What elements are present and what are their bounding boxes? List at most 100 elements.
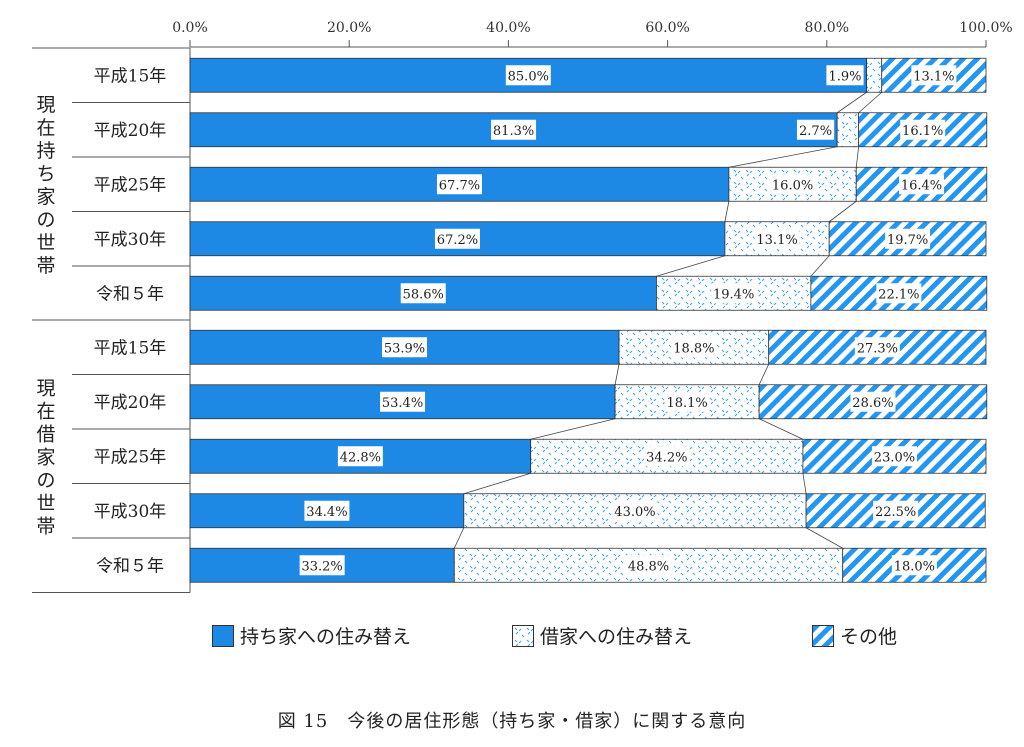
category-label: 平成20年 (94, 393, 167, 413)
data-label: 85.0% (508, 69, 549, 84)
group-label-char: 現 (36, 377, 55, 399)
x-tick-label: 80.0% (805, 20, 849, 36)
data-label-bg (873, 500, 919, 521)
x-axis: 0.0% 20.0% 40.0% 60.0% 80.0% 100.0% (172, 20, 1013, 48)
connector-line (453, 527, 465, 549)
group-label-char: 帯 (36, 255, 55, 277)
group-label-char: 家 (36, 446, 55, 468)
data-label-bg (671, 337, 717, 358)
data-label-bg (380, 391, 426, 412)
group-label: 現在借家の世帯 (36, 377, 55, 537)
category-label: 令和５年 (96, 284, 164, 304)
data-label: 58.6% (403, 287, 444, 302)
bar-segment-rented (866, 57, 883, 93)
data-label: 27.3% (857, 341, 898, 356)
group-label-char: の (36, 469, 55, 491)
category-label: 平成15年 (94, 338, 167, 358)
category-label: 平成15年 (94, 66, 167, 86)
data-label: 48.8% (628, 559, 669, 574)
data-label-bg (885, 228, 931, 249)
data-label-bg (337, 446, 383, 467)
x-tick-label: 60.0% (645, 20, 689, 36)
data-label-bg (436, 174, 482, 195)
data-label-bg (891, 555, 937, 576)
data-label: 22.1% (878, 287, 919, 302)
connector-line (758, 364, 770, 385)
data-label-bg (491, 119, 537, 140)
data-label: 13.1% (756, 233, 797, 248)
data-label: 28.6% (852, 396, 893, 411)
chart-frame: 現在持ち家の世帯平成15年平成20年平成25年平成30年令和５年現在借家の世帯平… (32, 47, 191, 593)
data-label: 19.4% (713, 287, 754, 302)
x-tick-label: 20.0% (327, 20, 371, 36)
group-label-char: ち (36, 163, 55, 185)
data-label-bg (850, 391, 896, 412)
connector-line (463, 472, 531, 495)
group-label-char: 現 (36, 94, 55, 116)
data-label-bg (434, 228, 480, 249)
data-label: 81.3% (493, 124, 534, 139)
group-label-char: 在 (36, 400, 55, 422)
legend-item-rented: 借家への住み替え (512, 622, 812, 649)
data-label-bg (400, 283, 446, 304)
connector-line (855, 146, 860, 168)
group-label-char: 帯 (36, 515, 55, 537)
group-label-char: 家 (36, 186, 55, 208)
data-label-bg (505, 65, 551, 86)
legend-swatch-owned (212, 624, 234, 647)
data-labels: 85.0% 1.9% 13.1% 81.3% 2.7% 16.1% 67.7% 16.0% 16… (299, 65, 957, 576)
data-label: 13.1% (913, 69, 954, 84)
connector-line (656, 255, 726, 277)
data-label: 18.8% (673, 341, 714, 356)
data-label: 43.0% (614, 505, 655, 520)
data-label-bg (871, 446, 917, 467)
stacked-bar-chart: 0.0% 20.0% 40.0% 60.0% 80.0% 100.0% 現在持ち家の世帯平… (32, 20, 1013, 593)
data-label-bg (911, 65, 957, 86)
category-label: 平成25年 (94, 447, 167, 467)
data-label: 34.2% (646, 450, 687, 465)
group-label-char: 世 (36, 232, 55, 254)
connector-line (724, 201, 730, 222)
data-label-bg (664, 391, 710, 412)
legend-item-other: その他 (812, 622, 1024, 649)
connector-line (614, 364, 620, 385)
connector-line (858, 91, 882, 114)
data-label: 18.1% (666, 396, 707, 411)
category-label: 平成25年 (94, 175, 167, 195)
data-label-bg (612, 500, 658, 521)
data-label: 1.9% (828, 69, 861, 84)
connector-line (758, 418, 804, 440)
data-label: 33.2% (301, 559, 342, 574)
data-label-bg (854, 337, 900, 358)
category-label: 平成30年 (94, 230, 167, 250)
legend-label-other: その他 (840, 626, 898, 648)
bar-segment-rented (836, 112, 860, 148)
connector-line (802, 473, 807, 494)
data-label-bg (770, 174, 816, 195)
data-label: 34.4% (306, 505, 347, 520)
data-label-bg (876, 283, 922, 304)
data-label-bg (796, 119, 835, 140)
group-label-char: 在 (36, 117, 55, 139)
connector-line (836, 91, 867, 114)
data-label: 53.4% (382, 396, 423, 411)
category-label: 令和５年 (96, 556, 164, 576)
data-label: 19.7% (887, 233, 928, 248)
legend-swatch-other (812, 624, 834, 647)
x-tick-label: 40.0% (486, 20, 530, 36)
data-label: 2.7% (799, 124, 832, 139)
data-label: 16.1% (902, 124, 943, 139)
data-label-bg (644, 446, 690, 467)
legend: 持ち家への住み替え 借家への住み替え その他 (212, 622, 1024, 649)
data-label-bg (899, 174, 945, 195)
data-label: 16.4% (901, 178, 942, 193)
category-label: 平成30年 (94, 502, 167, 522)
group-label-char: の (36, 209, 55, 231)
data-label-bg (711, 283, 757, 304)
data-label: 42.8% (340, 450, 381, 465)
group-label: 現在持ち家の世帯 (36, 94, 55, 277)
data-label: 67.7% (439, 178, 480, 193)
data-label-bg (900, 119, 946, 140)
connector-line (805, 527, 843, 549)
data-label-bg (826, 65, 864, 86)
